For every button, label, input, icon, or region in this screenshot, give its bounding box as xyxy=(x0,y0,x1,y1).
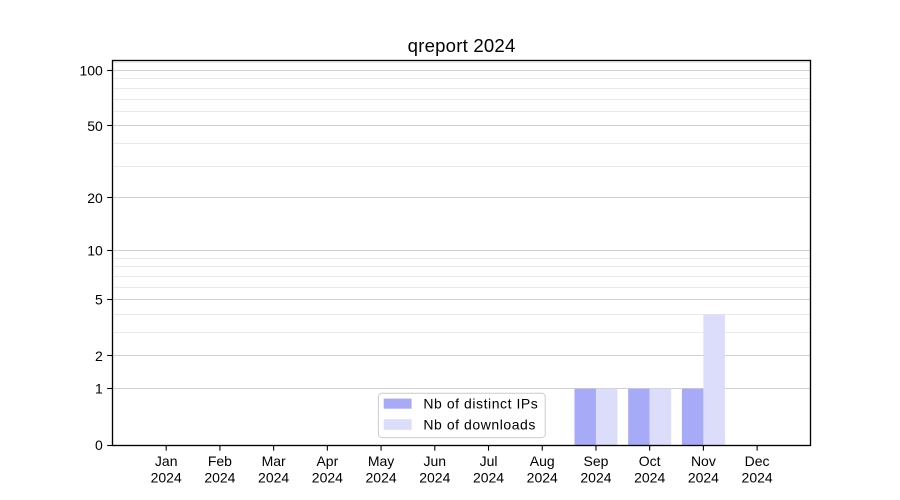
svg-text:Dec: Dec xyxy=(745,453,770,469)
svg-text:qreport 2024: qreport 2024 xyxy=(408,35,516,56)
svg-text:100: 100 xyxy=(79,62,103,78)
svg-text:2024: 2024 xyxy=(473,470,504,486)
svg-text:Apr: Apr xyxy=(316,453,338,469)
svg-text:Nov: Nov xyxy=(691,453,716,469)
svg-text:Mar: Mar xyxy=(262,453,286,469)
svg-text:2024: 2024 xyxy=(634,470,665,486)
svg-text:Sep: Sep xyxy=(583,453,608,469)
svg-text:10: 10 xyxy=(87,242,103,258)
svg-text:20: 20 xyxy=(87,190,103,206)
svg-text:2: 2 xyxy=(95,348,103,364)
svg-text:Feb: Feb xyxy=(208,453,232,469)
svg-text:5: 5 xyxy=(95,292,103,308)
svg-text:2024: 2024 xyxy=(204,470,235,486)
svg-text:2024: 2024 xyxy=(527,470,558,486)
svg-text:Jul: Jul xyxy=(480,453,498,469)
svg-text:2024: 2024 xyxy=(419,470,450,486)
svg-text:2024: 2024 xyxy=(742,470,773,486)
svg-text:0: 0 xyxy=(95,437,103,453)
svg-text:Nb of downloads: Nb of downloads xyxy=(423,416,536,432)
svg-text:Jan: Jan xyxy=(155,453,178,469)
svg-text:1: 1 xyxy=(95,381,103,397)
svg-text:Nb of distinct IPs: Nb of distinct IPs xyxy=(423,395,538,411)
svg-text:2024: 2024 xyxy=(312,470,343,486)
svg-text:2024: 2024 xyxy=(258,470,289,486)
svg-text:May: May xyxy=(368,453,394,469)
svg-text:50: 50 xyxy=(87,118,103,134)
svg-text:2024: 2024 xyxy=(688,470,719,486)
svg-text:Oct: Oct xyxy=(639,453,661,469)
svg-text:Aug: Aug xyxy=(530,453,555,469)
svg-text:2024: 2024 xyxy=(580,470,611,486)
svg-text:2024: 2024 xyxy=(366,470,397,486)
svg-text:2024: 2024 xyxy=(151,470,182,486)
svg-text:Jun: Jun xyxy=(424,453,447,469)
